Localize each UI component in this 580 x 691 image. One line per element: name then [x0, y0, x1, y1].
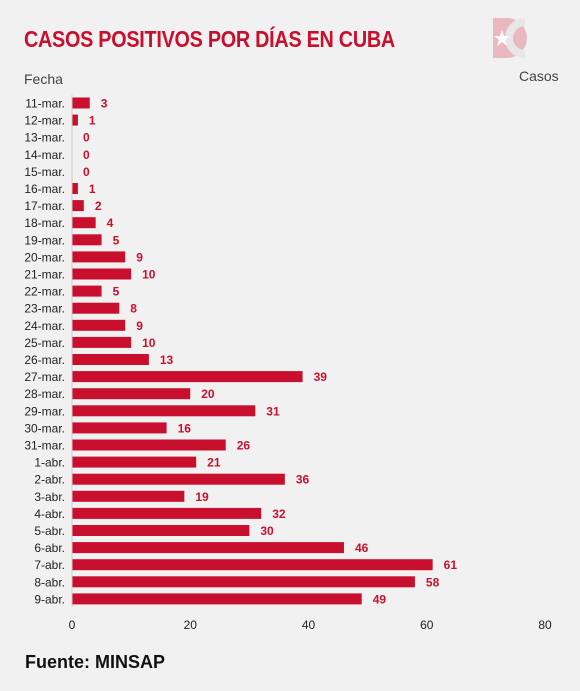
bar — [72, 234, 102, 246]
bar — [72, 114, 78, 126]
category-label: 17-mar. — [24, 199, 65, 213]
category-label: 28-mar. — [24, 387, 65, 401]
category-label: 14-mar. — [24, 148, 65, 162]
bar — [72, 319, 126, 331]
category-label: 31-mar. — [24, 439, 65, 453]
data-label: 30 — [260, 524, 274, 538]
chart-title: CASOS POSITIVOS POR DÍAS EN CUBA — [24, 26, 395, 52]
category-label: 1-abr. — [34, 456, 65, 470]
bar — [72, 473, 285, 485]
category-label: 21-mar. — [24, 268, 65, 282]
data-label: 2 — [95, 199, 102, 213]
bar — [72, 507, 262, 519]
category-label: 19-mar. — [24, 233, 65, 247]
star-icon — [494, 30, 510, 46]
data-label: 10 — [142, 268, 156, 282]
category-label: 3-abr. — [34, 490, 65, 504]
category-label: 16-mar. — [24, 182, 65, 196]
category-label: 29-mar. — [24, 404, 65, 418]
data-label: 10 — [142, 336, 156, 350]
x-tick-label: 60 — [420, 618, 434, 632]
bar — [72, 439, 226, 451]
category-label: 20-mar. — [24, 250, 65, 264]
bar — [72, 371, 303, 383]
x-tick-label: 0 — [69, 618, 76, 632]
data-label: 31 — [266, 404, 280, 418]
data-label: 58 — [426, 575, 440, 589]
data-label: 1 — [89, 182, 96, 196]
category-label: 18-mar. — [24, 216, 65, 230]
data-label: 13 — [160, 353, 174, 367]
data-label: 49 — [373, 592, 387, 606]
bar — [72, 490, 185, 502]
data-label: 16 — [178, 421, 192, 435]
bar — [72, 183, 78, 194]
category-label: 26-mar. — [24, 353, 65, 367]
data-label: 36 — [296, 473, 310, 487]
category-label: 23-mar. — [24, 302, 65, 316]
data-label: 39 — [314, 370, 328, 384]
category-label: 5-abr. — [34, 524, 65, 538]
category-label: 22-mar. — [24, 285, 65, 299]
data-label: 0 — [83, 131, 90, 145]
x-tick-label: 80 — [538, 618, 552, 632]
bar — [72, 388, 191, 400]
data-label: 46 — [355, 541, 369, 555]
category-label: 13-mar. — [24, 131, 65, 145]
data-label: 5 — [113, 233, 120, 247]
data-label: 0 — [83, 165, 90, 179]
logo — [493, 18, 527, 58]
bar — [72, 354, 149, 365]
category-label: 27-mar. — [24, 370, 65, 384]
category-label: 11-mar. — [25, 97, 65, 111]
bar — [72, 251, 126, 263]
data-label: 9 — [136, 319, 143, 333]
x-tick-label: 40 — [302, 618, 316, 632]
bar — [72, 559, 433, 571]
bar — [72, 405, 256, 417]
x-tick-label: 20 — [184, 618, 198, 632]
data-label: 32 — [272, 507, 286, 521]
bar — [72, 302, 120, 314]
category-label: 12-mar. — [24, 114, 65, 128]
data-label: 4 — [107, 216, 114, 230]
bar — [72, 593, 362, 605]
bar — [72, 525, 250, 536]
category-label: 25-mar. — [24, 336, 65, 350]
data-label: 5 — [113, 285, 120, 299]
bar — [72, 285, 102, 297]
data-label: 3 — [101, 97, 108, 111]
data-label: 8 — [130, 302, 137, 316]
category-label: 2-abr. — [34, 473, 65, 487]
bar — [72, 336, 132, 348]
source-note: Fuente: MINSAP — [25, 652, 166, 672]
category-label: 30-mar. — [24, 421, 65, 435]
category-label: 6-abr. — [34, 541, 65, 555]
data-label: 20 — [201, 387, 215, 401]
bar — [72, 200, 84, 212]
data-label: 21 — [207, 456, 221, 470]
category-label: 15-mar. — [24, 165, 65, 179]
bar — [72, 97, 90, 109]
data-label: 61 — [444, 558, 458, 572]
bar — [72, 268, 132, 280]
data-label: 0 — [83, 148, 90, 162]
y-axis-title: Fecha — [24, 71, 63, 87]
bar — [72, 422, 167, 434]
bar — [72, 542, 344, 554]
category-label: 8-abr. — [34, 575, 65, 589]
data-label: 19 — [195, 490, 209, 504]
data-label: 26 — [237, 439, 251, 453]
x-axis-title: Casos — [519, 68, 559, 84]
category-label: 4-abr. — [34, 507, 65, 521]
bar — [72, 217, 96, 229]
category-label: 9-abr. — [34, 592, 65, 606]
data-label: 1 — [89, 114, 96, 128]
category-label: 7-abr. — [34, 558, 65, 572]
data-label: 9 — [136, 250, 143, 264]
category-label: 24-mar. — [24, 319, 65, 333]
bar — [72, 576, 415, 588]
bar — [72, 456, 197, 468]
